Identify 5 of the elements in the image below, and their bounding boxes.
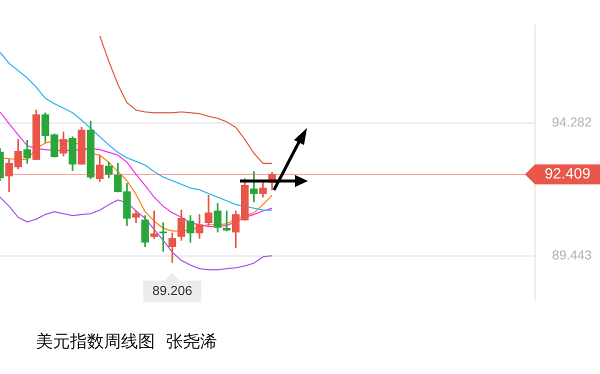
text: 美元指数周线图 张尧浠 — [36, 331, 217, 353]
annotation: 89.206 — [152, 283, 192, 298]
y-tick-label: 94.282 — [552, 114, 592, 130]
ref-line-label: 92.409 — [544, 166, 590, 183]
y-tick-label: 89.443 — [552, 248, 592, 263]
